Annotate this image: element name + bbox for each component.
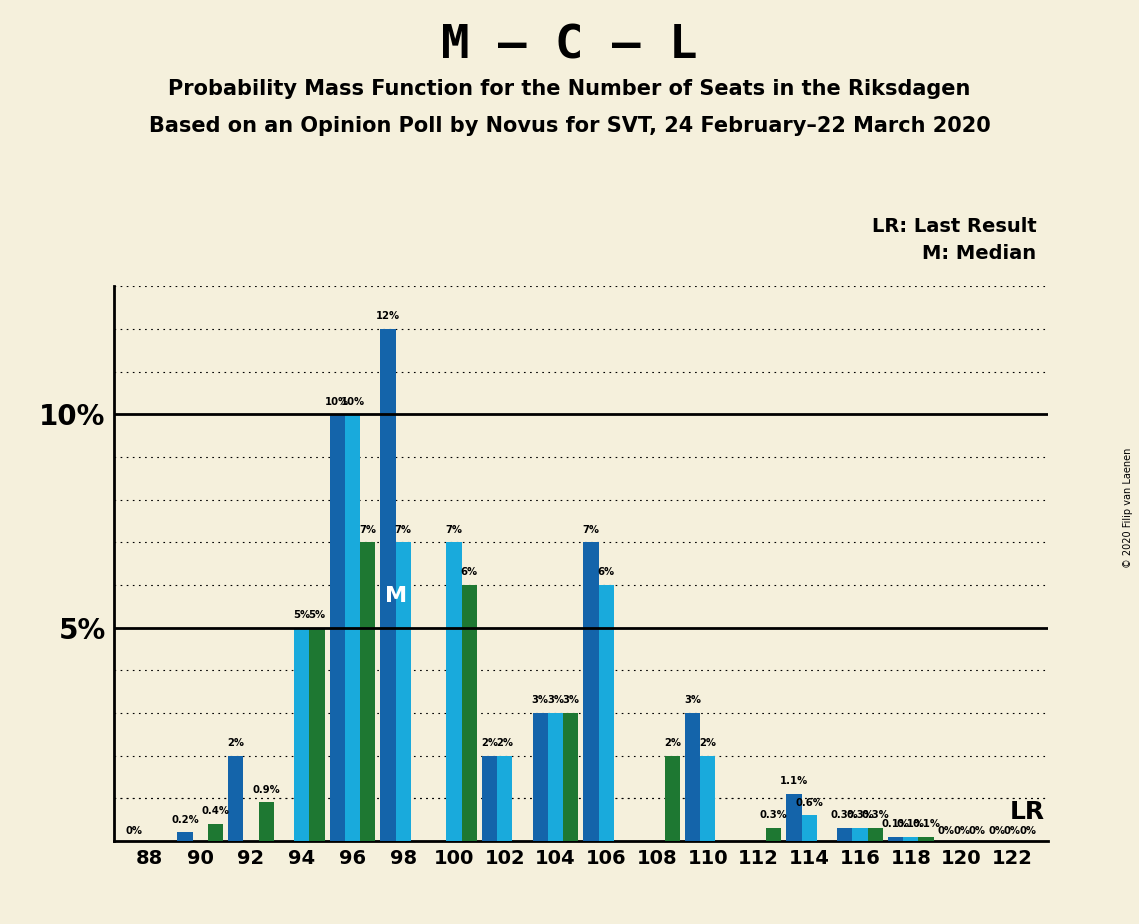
Text: 0%: 0% [968, 826, 985, 835]
Text: 6%: 6% [598, 567, 615, 578]
Text: 0.1%: 0.1% [912, 819, 940, 829]
Text: 5%: 5% [309, 610, 326, 620]
Text: 0%: 0% [125, 826, 142, 835]
Bar [482, 756, 497, 841]
Text: 0%: 0% [1003, 826, 1021, 835]
Bar [563, 713, 579, 841]
Text: 0.1%: 0.1% [882, 819, 910, 829]
Text: 7%: 7% [359, 525, 376, 535]
Bar [583, 542, 599, 841]
Bar [259, 802, 273, 841]
Text: 0.9%: 0.9% [253, 784, 280, 795]
Bar [310, 627, 325, 841]
Bar [497, 756, 513, 841]
Bar [903, 836, 918, 841]
Bar [888, 836, 903, 841]
Text: 0.3%: 0.3% [760, 810, 788, 821]
Bar [294, 627, 310, 841]
Text: 7%: 7% [395, 525, 411, 535]
Text: Probability Mass Function for the Number of Seats in the Riksdagen: Probability Mass Function for the Number… [169, 79, 970, 99]
Text: LR: Last Result: LR: Last Result [871, 216, 1036, 236]
Text: 0%: 0% [953, 826, 970, 835]
Text: 0%: 0% [1019, 826, 1036, 835]
Bar [548, 713, 563, 841]
Bar [685, 713, 700, 841]
Text: 5%: 5% [293, 610, 310, 620]
Text: 7%: 7% [582, 525, 599, 535]
Bar [395, 542, 411, 841]
Text: 3%: 3% [563, 695, 580, 705]
Bar [178, 833, 192, 841]
Bar [345, 414, 360, 841]
Bar [360, 542, 376, 841]
Text: M: Median: M: Median [923, 244, 1036, 263]
Text: 0.3%: 0.3% [846, 810, 874, 821]
Text: 0.3%: 0.3% [861, 810, 890, 821]
Text: 2%: 2% [699, 738, 716, 748]
Text: 2%: 2% [497, 738, 514, 748]
Text: Based on an Opinion Poll by Novus for SVT, 24 February–22 March 2020: Based on an Opinion Poll by Novus for SV… [148, 116, 991, 136]
Text: 7%: 7% [445, 525, 462, 535]
Text: 6%: 6% [460, 567, 477, 578]
Bar [918, 836, 934, 841]
Bar [767, 828, 781, 841]
Text: 0.1%: 0.1% [896, 819, 925, 829]
Text: 0%: 0% [937, 826, 954, 835]
Bar [700, 756, 715, 841]
Bar [837, 828, 852, 841]
Text: 12%: 12% [376, 311, 400, 322]
Bar [461, 585, 477, 841]
Text: 0.4%: 0.4% [202, 806, 229, 816]
Text: LR: LR [1010, 800, 1046, 824]
Text: 0.2%: 0.2% [171, 815, 199, 824]
Bar [665, 756, 680, 841]
Text: © 2020 Filip van Laenen: © 2020 Filip van Laenen [1123, 448, 1133, 568]
Text: 3%: 3% [547, 695, 564, 705]
Bar [329, 414, 345, 841]
Bar [599, 585, 614, 841]
Bar [228, 756, 244, 841]
Text: 1.1%: 1.1% [780, 776, 809, 786]
Text: 0%: 0% [989, 826, 1006, 835]
Bar [786, 794, 802, 841]
Text: 2%: 2% [664, 738, 681, 748]
Text: 2%: 2% [227, 738, 244, 748]
Text: M: M [385, 587, 407, 606]
Bar [802, 815, 817, 841]
Bar [446, 542, 461, 841]
Bar [852, 828, 868, 841]
Text: 0.3%: 0.3% [831, 810, 859, 821]
Text: 3%: 3% [532, 695, 549, 705]
Text: 2%: 2% [481, 738, 498, 748]
Text: 10%: 10% [341, 396, 364, 407]
Text: 0.6%: 0.6% [795, 797, 823, 808]
Text: 3%: 3% [685, 695, 702, 705]
Text: M – C – L: M – C – L [441, 23, 698, 68]
Bar [533, 713, 548, 841]
Text: 10%: 10% [325, 396, 350, 407]
Bar [380, 329, 395, 841]
Bar [207, 824, 223, 841]
Bar [868, 828, 883, 841]
